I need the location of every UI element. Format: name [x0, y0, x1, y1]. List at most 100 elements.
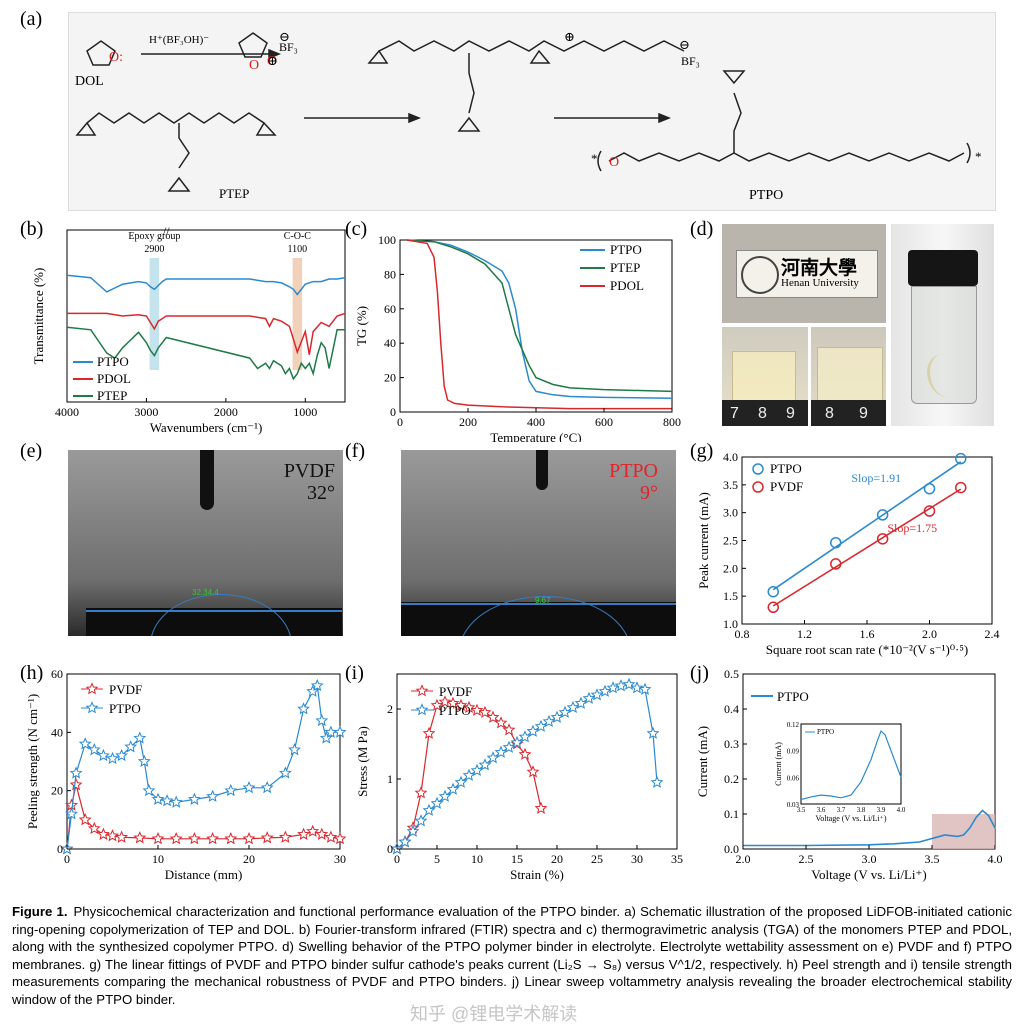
stress-point-ptpo-9	[462, 768, 476, 781]
ftir-band-epoxy	[149, 258, 160, 370]
stress-ytick-label-2: 2	[387, 702, 393, 716]
tga-series-pdol	[406, 239, 672, 410]
stress-point-pvdf-13	[494, 716, 508, 729]
peak-legend-marker-0	[752, 463, 764, 475]
overlay-pvdf-name: PVDF	[283, 460, 335, 482]
ftir-band-coc	[292, 258, 303, 370]
peak-xtick-label-0: 0.8	[735, 627, 750, 641]
peel-point-ptpo-25	[315, 713, 329, 727]
lsv-ytick-label-0: 0.0	[724, 842, 739, 856]
lsv-inset-series	[800, 730, 902, 801]
peak-legend-marker-1	[752, 481, 764, 493]
stress-legend-marker-0	[415, 684, 429, 697]
peak-point-ptpo-1	[830, 536, 842, 549]
peel-point-ptpo-21	[288, 743, 301, 756]
ruler-2: 8 9	[811, 400, 886, 426]
peel-point-ptpo-15	[187, 792, 201, 805]
ruler-1: 7 8 9	[722, 400, 808, 426]
ftir-annot-coc: C-O-C	[284, 231, 312, 242]
stress-ytick-label-0: 0	[387, 842, 393, 856]
tga-chart: 0 200 400 600 800 0 20 40 60 80 100 Temperature (°C…	[354, 233, 681, 442]
peak-point-pvdf-1	[830, 558, 842, 570]
stress-xtick-label-5: 25	[591, 852, 603, 866]
peak-slope-pvdf: Slop=1.75	[887, 521, 937, 535]
lsv-inset-xtick-2: 3.7	[837, 806, 846, 814]
stress-point-ptpo-11	[478, 758, 492, 771]
peel-point-pvdf-2	[69, 778, 83, 791]
stress-point-pvdf-3	[414, 786, 428, 799]
lsv-inset-xlabel: Voltage (V vs. Li/Li⁺)	[815, 814, 886, 823]
lsv-ytick-label-5: 0.5	[724, 667, 739, 681]
peel-point-pvdf-5	[96, 827, 110, 840]
lsv-inset-ylabel: Current (mA)	[774, 742, 783, 786]
tga-xtick-label-4: 800	[663, 415, 681, 429]
tga-ytick-label-0: 0	[390, 405, 396, 419]
peel-legend-marker-1	[85, 701, 99, 714]
peak-xtick-label-4: 2.4	[985, 627, 1000, 641]
tga-ytick-label-3: 60	[384, 302, 396, 316]
lsv-inset-ytick-0: 0.03	[787, 801, 800, 809]
ftir-xlabel: Wavenumbers (cm⁻¹)	[150, 420, 263, 435]
tga-xlabel: Temperature (°C)	[490, 430, 581, 442]
epoxide-7	[722, 70, 746, 85]
lsv-xtick-label-3: 3.5	[925, 852, 940, 866]
peel-point-ptpo-3	[78, 737, 92, 750]
peel-series-ptpo	[66, 684, 340, 850]
stress-point-pvdf-5	[430, 698, 444, 711]
minus-charge-1: ⊖	[279, 29, 290, 44]
film-label: 河南大學 Henan University	[736, 250, 878, 298]
stress-point-ptpo-4	[422, 803, 436, 816]
label-chinese: 河南大學	[781, 257, 858, 279]
intermediate-chain	[378, 40, 685, 52]
tga-legend-label-2: PDOL	[610, 278, 644, 293]
peel-point-pvdf-3	[78, 813, 92, 826]
peel-legend-marker-0	[85, 682, 99, 695]
peel-strength-chart: 0 10 20 30 0 20 40 60 Distance (mm) Peeling stren…	[25, 667, 347, 882]
ptep-backbone	[86, 112, 265, 124]
ftir-xtick-label-2: 2000	[214, 405, 238, 419]
stress-point-pvdf-6	[438, 695, 452, 708]
lsv-xtick-label-0: 2.0	[736, 852, 751, 866]
overlay-pvdf: PVDF 32°	[284, 460, 335, 504]
stress-point-ptpo-14	[502, 740, 516, 753]
lsv-xtick-label-2: 3.0	[862, 852, 877, 866]
peel-xlabel: Distance (mm)	[165, 867, 243, 882]
peel-point-pvdf-19	[315, 827, 329, 840]
o-atom-1: O:	[109, 50, 123, 65]
ftir-legend-label-0: PTPO	[97, 354, 129, 369]
bracket-left	[597, 150, 602, 172]
stress-point-ptpo-2	[406, 824, 420, 837]
lsv-xtick-label-4: 4.0	[988, 852, 1003, 866]
peel-point-ptpo-26	[319, 731, 333, 744]
peak-ytick-label-1: 1.5	[723, 589, 738, 603]
star-right: *	[975, 149, 982, 164]
stress-xtick-label-3: 15	[511, 852, 523, 866]
peel-point-pvdf-9	[151, 832, 165, 845]
peel-point-ptpo-22	[297, 702, 311, 715]
stress-point-ptpo-27	[606, 681, 620, 694]
ftir-annot-epoxy-wn: 2900	[144, 244, 164, 255]
stress-point-ptpo-31	[638, 682, 652, 695]
stress-point-ptpo-7	[446, 782, 460, 795]
peak-xtick-label-2: 1.6	[860, 627, 875, 641]
ptpo-label: PTPO	[749, 188, 783, 203]
peak-point-ptpo-0	[767, 585, 779, 598]
stress-point-pvdf-10	[470, 703, 484, 716]
ftir-ylabel: Transmittance (%)	[31, 268, 46, 365]
peel-point-ptpo-14	[169, 795, 183, 808]
stress-xtick-label-0: 0	[394, 852, 400, 866]
peel-point-pvdf-12	[206, 832, 220, 845]
peel-point-ptpo-1	[65, 807, 79, 820]
stress-strain-chart: 0 5 10 15 20 25 30 35 0 1 2 Strain (%) Stress (M Pa)…	[355, 673, 683, 882]
tga-ytick-label-4: 80	[384, 267, 396, 281]
caption-text: Physicochemical characterization and fun…	[12, 904, 1012, 1007]
lsv-inset-ytick-3: 0.12	[787, 721, 800, 729]
peel-point-pvdf-6	[106, 829, 119, 842]
vial-cap	[908, 250, 978, 286]
epoxide-6	[529, 49, 551, 64]
lsv-inset-ytick-1: 0.06	[787, 774, 800, 782]
peel-series-pvdf	[66, 784, 341, 850]
ptep-branch	[178, 123, 190, 169]
peak-ytick-label-3: 2.5	[723, 534, 738, 548]
label-english: Henan University	[781, 277, 859, 289]
